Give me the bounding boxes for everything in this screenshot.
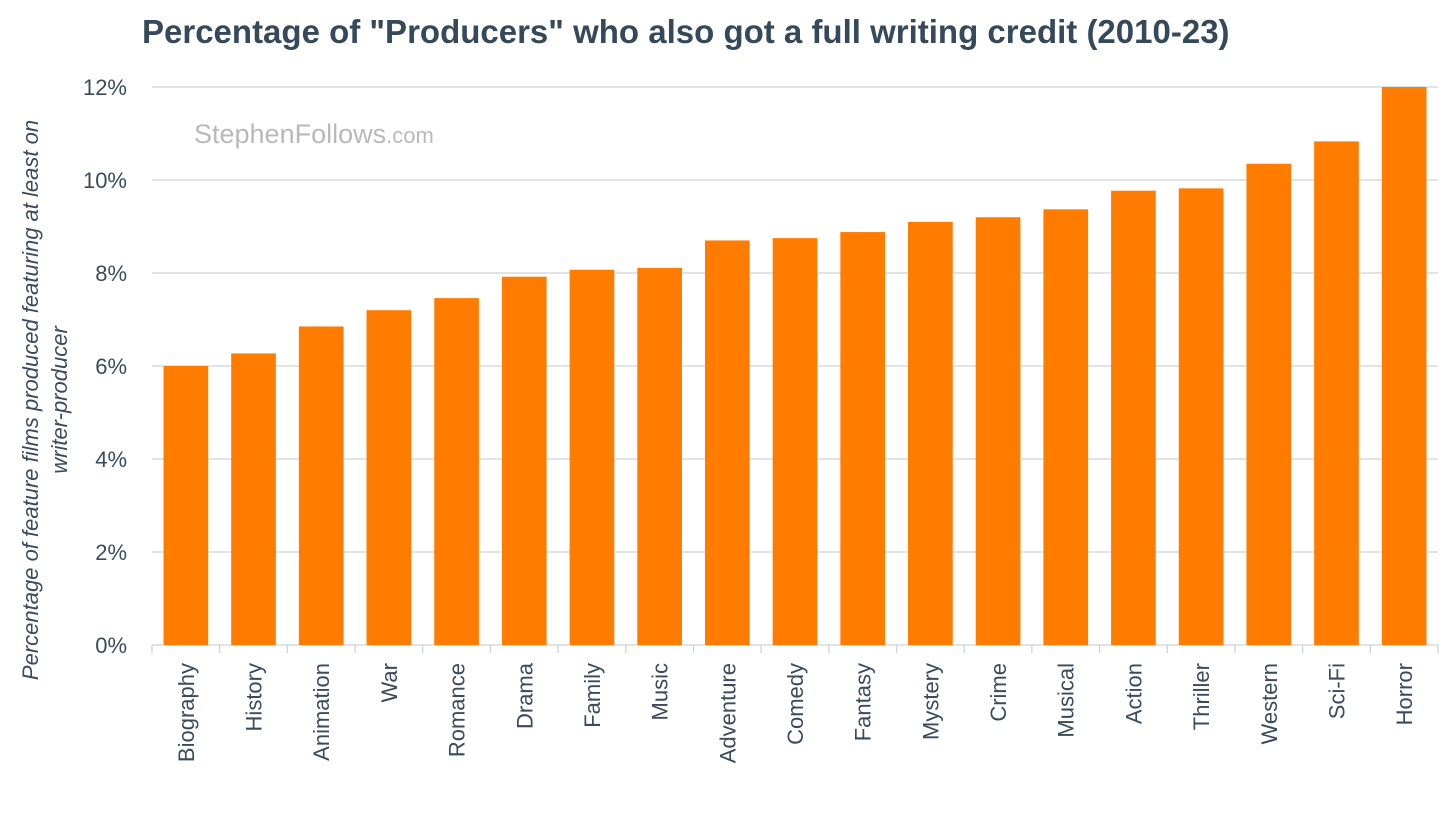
x-tick-label: Horror — [1392, 663, 1417, 725]
x-tick-label: Comedy — [783, 663, 808, 745]
bar-mystery — [908, 221, 953, 645]
bar-fantasy — [840, 232, 886, 645]
x-tick-label: Fantasy — [851, 663, 876, 741]
bars — [163, 87, 1427, 646]
x-tick-label: War — [377, 663, 402, 703]
y-tick-label: 6% — [95, 354, 127, 379]
bar-action — [1111, 190, 1156, 645]
y-axis-ticks: 0% 2% 4% 6% 8% 10% 12% — [83, 75, 127, 658]
x-tick-label: Western — [1257, 663, 1282, 745]
watermark: StephenFollows.com — [194, 119, 434, 149]
bar-western — [1246, 163, 1292, 645]
y-axis-label-line-1: Percentage of feature films produced fea… — [18, 120, 43, 680]
x-tick-label: Musical — [1054, 663, 1079, 738]
y-tick-label: 2% — [95, 540, 127, 565]
bar-animation — [298, 326, 344, 645]
bar-history — [231, 353, 276, 645]
bar-comedy — [772, 238, 818, 645]
bar-war — [366, 310, 412, 645]
x-tick-label: Animation — [309, 663, 334, 761]
bar-music — [637, 267, 682, 645]
chart-title: Percentage of "Producers" who also got a… — [142, 13, 1230, 50]
x-tick-label: Sci-Fi — [1324, 663, 1349, 719]
bar-thriller — [1178, 188, 1224, 645]
y-tick-label: 10% — [83, 168, 127, 193]
x-tick-label: Mystery — [918, 663, 943, 740]
x-tick-label: Thriller — [1189, 663, 1214, 730]
x-tick-label: Crime — [986, 663, 1011, 722]
y-tick-label: 12% — [83, 75, 127, 100]
x-tick-label: Family — [580, 663, 605, 728]
y-axis-label-line-2: writer-producer — [47, 325, 72, 474]
x-tick-label: Action — [1121, 663, 1146, 724]
x-axis-ticks: Biography History Animation War Romance Drama… — [151, 645, 1439, 763]
y-tick-label: 8% — [95, 261, 127, 286]
bar-sci-fi — [1314, 141, 1359, 645]
x-tick-label: Drama — [512, 662, 537, 729]
bar-family — [569, 269, 615, 645]
bar-romance — [434, 298, 479, 645]
y-tick-label: 0% — [95, 633, 127, 658]
bar-drama — [501, 276, 547, 645]
bar-horror — [1381, 87, 1427, 645]
x-tick-label: History — [242, 663, 267, 731]
bar-musical — [1043, 209, 1089, 646]
watermark-suffix: .com — [386, 123, 434, 148]
bar-adventure — [704, 240, 750, 645]
x-tick-label: Adventure — [715, 663, 740, 763]
x-tick-label: Music — [648, 663, 673, 720]
y-tick-label: 4% — [95, 447, 127, 472]
bar-crime — [975, 217, 1021, 645]
bar-biography — [163, 366, 209, 645]
x-tick-label: Biography — [174, 663, 199, 762]
watermark-main: StephenFollows — [194, 119, 386, 149]
x-tick-label: Romance — [445, 663, 470, 757]
